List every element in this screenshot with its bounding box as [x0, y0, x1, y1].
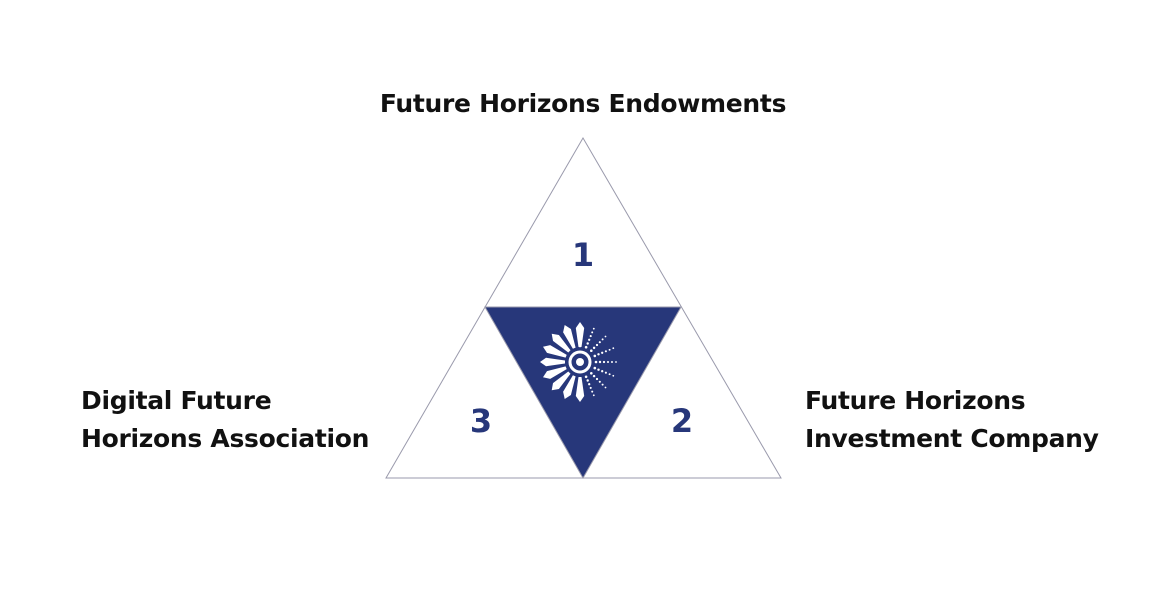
sunburst-petal: [543, 366, 567, 379]
sunburst-dot: [593, 366, 597, 370]
sunburst-dot: [578, 332, 582, 336]
sunburst-dot: [590, 372, 593, 375]
label-top-text: Future Horizons Endowments: [379, 89, 787, 118]
sunburst-dot: [586, 342, 589, 345]
sunburst-dot: [608, 373, 611, 376]
section-number-3: 3: [470, 402, 492, 440]
sunburst-dot: [589, 335, 592, 338]
sunburst-dot: [597, 368, 600, 371]
sunburst-dot: [586, 379, 589, 382]
section-number-1: 1: [572, 236, 594, 274]
sunburst-dot: [601, 370, 604, 373]
sunburst-core: [576, 358, 584, 366]
sunburst-petal: [540, 357, 565, 367]
sunburst-dot: [604, 350, 607, 353]
label-future-horizons-endowments: Future Horizons Endowments: [0, 85, 1166, 123]
sunburst-dot: [601, 383, 604, 386]
sunburst-dot: [606, 360, 610, 364]
sunburst-dot: [590, 349, 593, 353]
sunburst-dot: [578, 340, 582, 344]
sunburst-dot: [584, 345, 588, 349]
sunburst-dot: [598, 341, 601, 344]
label-left-line2: Horizons Association: [81, 424, 370, 453]
sunburst-dot: [612, 374, 615, 377]
sunburst-dot: [608, 348, 611, 351]
sunburst-dot: [612, 347, 615, 350]
sunburst-dot: [611, 361, 613, 363]
label-future-horizons-investment-company: Future Horizons Investment Company: [805, 382, 1099, 458]
sunburst-dot: [604, 371, 607, 374]
sunburst-dot: [602, 360, 606, 364]
sunburst-petal: [563, 325, 576, 349]
sunburst-dot: [592, 346, 596, 350]
sunburst-dot: [578, 336, 582, 340]
sunburst-dot: [595, 343, 599, 347]
section-number-2: 2: [671, 402, 693, 440]
label-left-line1: Digital Future: [81, 386, 272, 415]
sunburst-dot: [593, 354, 597, 358]
sunburst-dot: [592, 374, 596, 378]
sunburst-dot: [601, 351, 604, 354]
sunburst-dot: [579, 325, 581, 327]
sunburst-dot: [591, 331, 594, 334]
sunburst-dot: [592, 327, 595, 330]
sunburst-dot: [588, 338, 591, 341]
sunburst-dot: [604, 386, 607, 389]
sunburst-ring: [568, 350, 592, 374]
sunburst-dot: [595, 377, 599, 381]
sunburst-dot: [592, 394, 595, 397]
sunburst-petal: [575, 377, 585, 402]
sunburst-petal: [551, 333, 571, 353]
sunburst-dot: [584, 375, 588, 379]
label-right-line1: Future Horizons: [805, 386, 1026, 415]
sunburst-dot: [588, 383, 591, 386]
sunburst-logo-icon: [540, 322, 617, 402]
sunburst-dot: [615, 361, 617, 363]
sunburst-petal: [563, 375, 576, 399]
sunburst-dot: [579, 329, 581, 331]
sunburst-dot: [601, 338, 604, 341]
sunburst-dot: [594, 360, 598, 364]
sunburst-petal: [543, 345, 567, 358]
label-digital-future-horizons-association: Digital Future Horizons Association: [81, 382, 369, 458]
sunburst-dot: [598, 360, 602, 364]
sunburst-dot: [589, 386, 592, 389]
sunburst-dot: [604, 335, 607, 338]
sunburst-dot: [598, 380, 601, 383]
sunburst-dot: [597, 353, 600, 356]
sunburst-dot: [591, 390, 594, 393]
label-right-line2: Investment Company: [805, 424, 1099, 453]
sunburst-dot: [578, 344, 582, 348]
sunburst-petal: [551, 371, 571, 391]
